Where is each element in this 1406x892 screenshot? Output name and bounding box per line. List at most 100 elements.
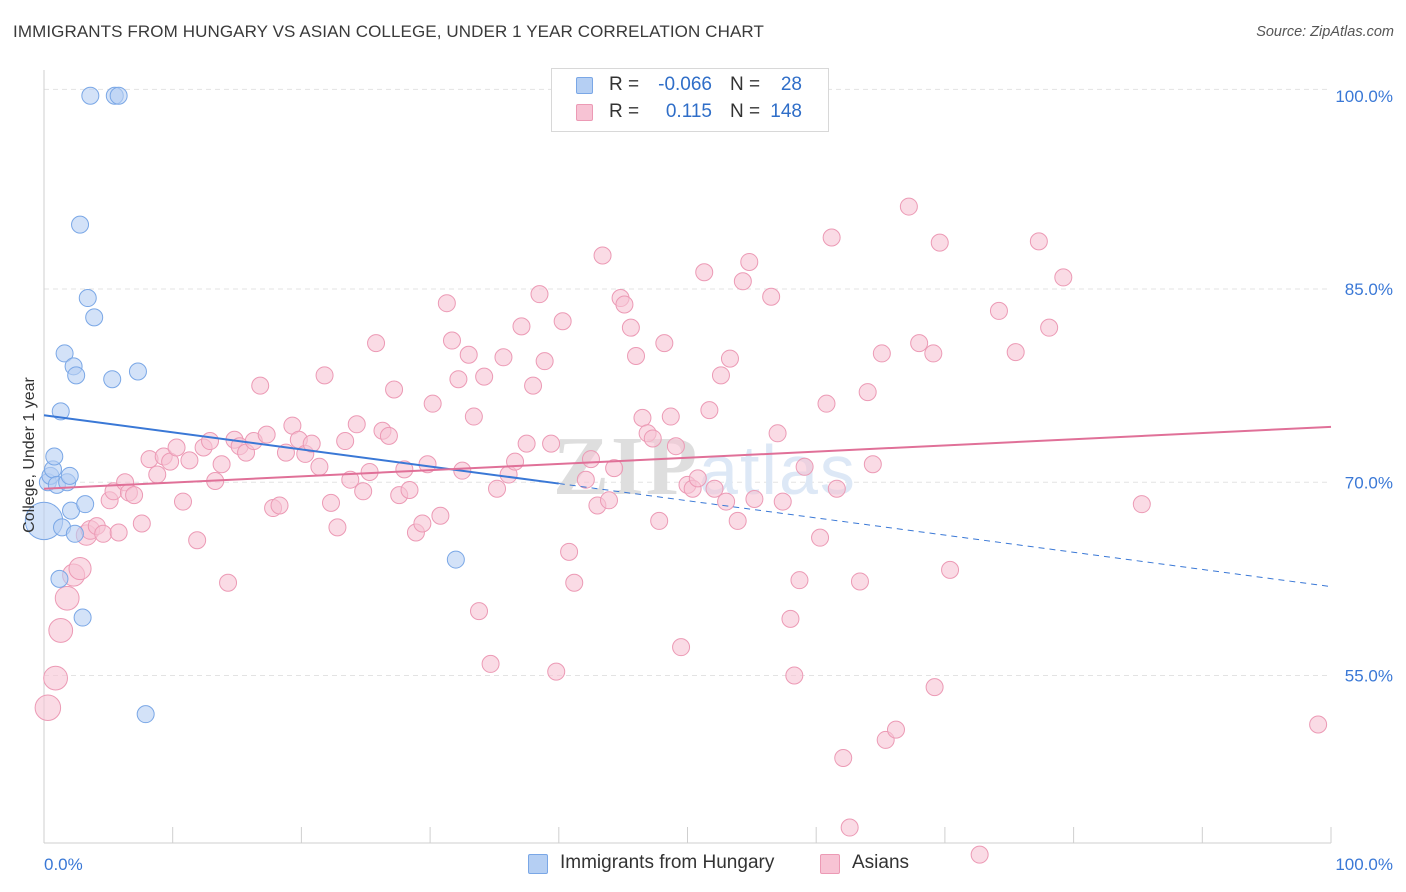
asians-point: [924, 344, 943, 363]
asians-point: [494, 348, 513, 367]
asians-point: [850, 572, 869, 591]
asians-point: [621, 318, 640, 337]
asians-point: [1054, 268, 1073, 287]
asians-point: [899, 197, 918, 216]
asians-point: [633, 408, 652, 427]
hungary-point: [446, 550, 465, 569]
hungary-swatch: [576, 77, 593, 94]
asians-point: [367, 334, 386, 353]
hungary-point: [109, 86, 128, 105]
asians-point: [827, 479, 846, 498]
asians-point: [542, 434, 561, 453]
asians-point: [643, 429, 662, 448]
asians-point: [1040, 318, 1059, 337]
hungary-trend-extension: [558, 483, 1332, 588]
asians-point: [219, 573, 238, 592]
hungary-point: [55, 344, 74, 363]
asians-point: [68, 557, 92, 581]
hungary-legend-label: Immigrants from Hungary: [560, 852, 775, 873]
asians-point: [180, 451, 199, 470]
asians-point: [655, 334, 674, 353]
asians-point: [745, 490, 764, 509]
n-label: N =: [730, 101, 761, 122]
asians-point: [581, 450, 600, 469]
asians-point: [605, 459, 624, 478]
asians-point: [400, 480, 419, 499]
asians-point: [488, 479, 507, 498]
asians-point: [188, 531, 207, 550]
asians-point: [347, 415, 366, 434]
asians-point: [517, 434, 536, 453]
asians-point: [475, 367, 494, 386]
asians-legend-label: Asians: [852, 852, 910, 873]
hungary-point: [81, 86, 100, 105]
asians-point: [615, 295, 634, 314]
asians-point: [970, 845, 989, 864]
asians-point: [822, 228, 841, 247]
asians-point: [125, 486, 144, 505]
asians-point: [449, 370, 468, 389]
hungary-point: [50, 569, 69, 588]
asians-point: [212, 455, 231, 474]
asians-points: [34, 197, 1328, 864]
asians-point: [302, 434, 321, 453]
y-tick-label: 100.0%: [1335, 87, 1393, 106]
asians-point: [599, 491, 618, 510]
hungary-point: [45, 447, 64, 466]
y-tick-label: 70.0%: [1345, 473, 1393, 492]
y-tick-label: 55.0%: [1345, 667, 1393, 686]
x-tick-label: 100.0%: [1335, 855, 1393, 874]
y-axis-label: College, Under 1 year: [21, 377, 38, 533]
y-tick-label: 85.0%: [1345, 280, 1393, 299]
asians-point: [733, 272, 752, 291]
asians-point: [437, 294, 456, 313]
asians-point: [270, 496, 289, 515]
asians-point: [459, 345, 478, 364]
asians-point: [666, 437, 685, 456]
asians-point: [328, 518, 347, 537]
asians-point: [672, 638, 691, 657]
asians-point: [717, 492, 736, 511]
asians-point: [790, 571, 809, 590]
asians-point: [530, 285, 549, 304]
asians-point: [886, 720, 905, 739]
hungary-point: [78, 289, 97, 308]
correlation-legend: R = -0.066 N = 28 R = 0.115 N = 148: [551, 68, 829, 132]
asians-swatch: [576, 104, 593, 121]
asians-point: [148, 465, 167, 484]
asians-point: [795, 457, 814, 476]
asians-point: [167, 438, 186, 457]
asians-point: [132, 514, 151, 533]
legend-row-hungary: R = -0.066 N = 28: [552, 73, 828, 99]
asians-point: [773, 492, 792, 511]
asians-point: [576, 470, 595, 489]
legend-row-asians: R = 0.115 N = 148: [552, 100, 828, 126]
x-tick-label: 0.0%: [44, 855, 83, 874]
asians-point: [470, 602, 489, 621]
asians-point: [650, 511, 669, 530]
asians-point: [547, 662, 566, 681]
asians-point: [251, 376, 270, 395]
r-value: -0.066: [658, 74, 712, 95]
asians-point: [593, 246, 612, 265]
asians-point: [1029, 232, 1048, 251]
asians-point: [720, 349, 739, 368]
asians-point: [565, 573, 584, 592]
asians-point: [762, 287, 781, 306]
asians-point: [811, 528, 830, 547]
tick-labels: 100.0% 85.0% 70.0% 55.0% 0.0% 100.0%: [44, 87, 1393, 874]
asians-point: [341, 470, 360, 489]
r-value: 0.115: [665, 101, 712, 122]
asians-point: [506, 452, 525, 471]
asians-point: [315, 366, 334, 385]
asians-point: [740, 252, 759, 271]
asians-point: [322, 493, 341, 512]
asians-point: [560, 542, 579, 561]
asians-point: [768, 424, 787, 443]
hungary-point: [71, 215, 90, 234]
asians-point: [553, 312, 572, 331]
asians-point: [728, 511, 747, 530]
asians-point: [423, 394, 442, 413]
asians-point: [464, 407, 483, 426]
asians-point: [925, 678, 944, 697]
